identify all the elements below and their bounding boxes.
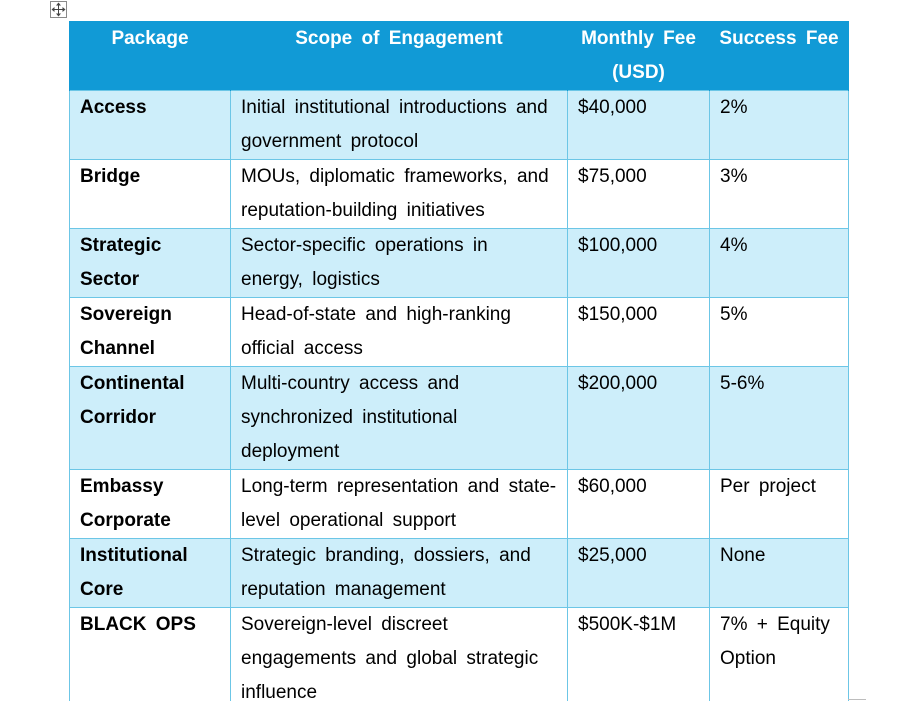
table-row: Sovereign Channel Head-of-state and high… [69,297,849,367]
scope-cell: Strategic branding, dossiers, and reputa… [230,538,568,608]
package-cell: Continental Corridor [69,366,231,470]
cell-end-marker [848,699,866,700]
monthly-fee-cell: $40,000 [567,90,710,160]
monthly-fee-cell: $100,000 [567,228,710,298]
success-fee-cell: Per project [709,469,849,539]
scope-cell: Long-term representation and state-level… [230,469,568,539]
scope-cell: Sovereign-level discreet engagements and… [230,607,568,701]
scope-cell: Initial institutional introductions and … [230,90,568,160]
package-cell: Institutional Core [69,538,231,608]
table-row: Access Initial institutional introductio… [69,90,849,160]
package-cell: Access [69,90,231,160]
monthly-fee-cell: $200,000 [567,366,710,470]
success-fee-cell: 5% [709,297,849,367]
package-cell: Embassy Corporate [69,469,231,539]
table-header-row: Package Scope of Engagement Monthly Fee … [69,21,849,91]
table-row: Strategic Sector Sector-specific operati… [69,228,849,298]
scope-cell: Head-of-state and high-ranking official … [230,297,568,367]
success-fee-cell: None [709,538,849,608]
header-success-fee: Success Fee [709,21,849,91]
pricing-table: Package Scope of Engagement Monthly Fee … [69,21,849,701]
table-row: BLACK OPS Sovereign-level discreet engag… [69,607,849,701]
package-cell: BLACK OPS [69,607,231,701]
move-arrows-icon [51,2,66,17]
table-row: Embassy Corporate Long-term representati… [69,469,849,539]
package-cell: Bridge [69,159,231,229]
monthly-fee-cell: $60,000 [567,469,710,539]
header-package: Package [69,21,231,91]
scope-cell: MOUs, diplomatic frameworks, and reputat… [230,159,568,229]
table-row: Continental Corridor Multi-country acces… [69,366,849,470]
header-scope: Scope of Engagement [230,21,568,91]
success-fee-cell: 5-6% [709,366,849,470]
monthly-fee-cell: $25,000 [567,538,710,608]
package-cell: Sovereign Channel [69,297,231,367]
package-cell: Strategic Sector [69,228,231,298]
scope-cell: Sector-specific operations in energy, lo… [230,228,568,298]
table-row: Bridge MOUs, diplomatic frameworks, and … [69,159,849,229]
monthly-fee-cell: $500K-$1M [567,607,710,701]
success-fee-cell: 7% + Equity Option [709,607,849,701]
table-move-handle[interactable] [50,1,67,18]
header-monthly-fee: Monthly Fee (USD) [567,21,710,91]
table-row: Institutional Core Strategic branding, d… [69,538,849,608]
success-fee-cell: 3% [709,159,849,229]
monthly-fee-cell: $75,000 [567,159,710,229]
success-fee-cell: 4% [709,228,849,298]
scope-cell: Multi-country access and synchronized in… [230,366,568,470]
monthly-fee-cell: $150,000 [567,297,710,367]
success-fee-cell: 2% [709,90,849,160]
